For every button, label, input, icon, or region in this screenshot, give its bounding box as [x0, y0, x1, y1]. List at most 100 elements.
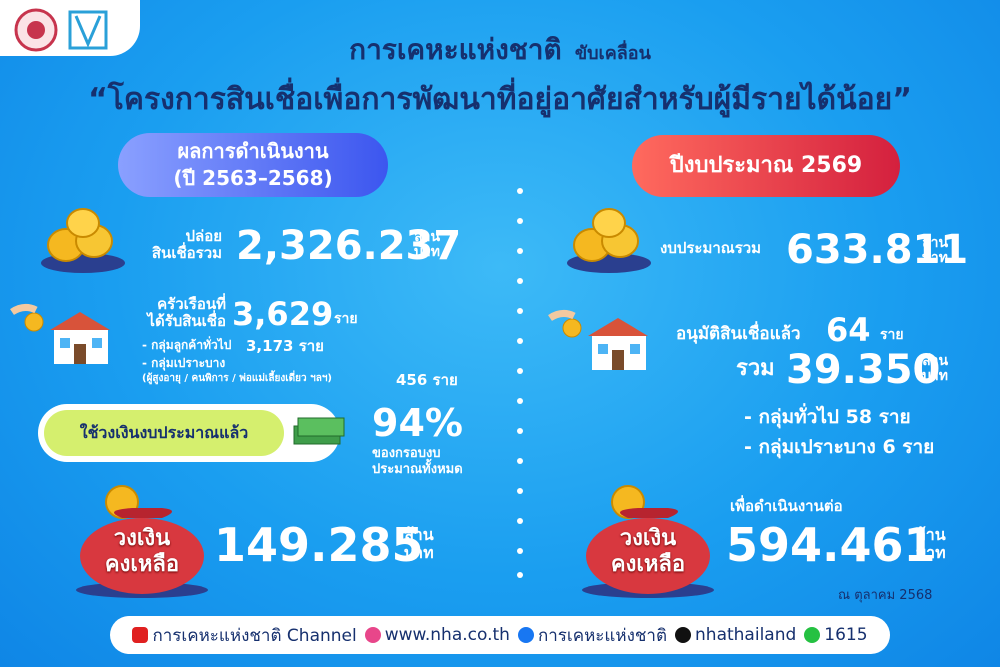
bag-text: วงเงิน คงเหลือ	[588, 526, 708, 578]
total-label: รวม	[736, 356, 775, 381]
window	[92, 338, 102, 348]
households-value: 3,629	[232, 295, 334, 333]
unit: ล้าน บาท	[414, 230, 440, 260]
bag-line: คงเหลือ	[104, 552, 180, 577]
org-name: การเคหะแห่งชาติ	[349, 33, 562, 66]
unit-line: บาท	[414, 244, 440, 260]
label-line: ครัวเรือนที่	[157, 295, 226, 313]
divider-dot	[517, 572, 523, 578]
label-line: สินเชื่อรวม	[151, 244, 222, 262]
footer-item[interactable]: 1615	[804, 625, 868, 645]
loan-value: 2,326.237	[236, 223, 462, 269]
unit-line: บาท	[404, 543, 434, 562]
logo-panel	[0, 0, 140, 56]
bag-line: คงเหลือ	[610, 552, 686, 577]
budget-used-pill: ใช้วงเงินงบประมาณแล้ว	[38, 404, 345, 462]
footer-item[interactable]: การเคหะแห่งชาติ	[517, 622, 668, 649]
door	[612, 350, 624, 370]
footer-text: การเคหะแห่งชาติ	[537, 625, 668, 646]
footer: การเคหะแห่งชาติ Channel www.nha.co.th กา…	[110, 616, 890, 654]
group-row: - กลุ่มเปราะบาง 6 ราย	[744, 432, 934, 462]
divider-dot	[517, 338, 523, 344]
bag-text: วงเงิน คงเหลือ	[82, 526, 202, 578]
group-value: 456 ราย	[396, 368, 458, 392]
group-note: (ผู้สูงอายุ / คนพิการ / พ่อแม่เลี้ยงเดี่…	[142, 373, 333, 384]
divider-dot	[517, 308, 523, 314]
group-label: - กลุ่มลูกค้าทั่วไป	[142, 338, 232, 352]
value: 456	[396, 371, 428, 389]
divider-dot	[517, 548, 523, 554]
caption-line: ของกรอบงบ	[372, 446, 441, 461]
total-value: 39.350	[786, 347, 941, 393]
seal-center	[27, 21, 45, 39]
divider-dot	[517, 218, 523, 224]
hand	[548, 309, 576, 321]
divider-dot	[517, 188, 523, 194]
divider-dot	[517, 428, 523, 434]
group-value: 3,173 ราย	[246, 334, 324, 358]
footer-text: การเคหะแห่งชาติ Channel	[152, 625, 357, 646]
door	[74, 344, 86, 364]
label-line: ปล่อย	[185, 227, 222, 245]
logos	[14, 8, 108, 52]
loan-label: ปล่อย สินเชื่อรวม	[140, 228, 222, 262]
unit: ราย	[878, 406, 911, 428]
unit: ราย	[432, 371, 458, 389]
right-heading: ปีงบประมาณ 2569	[632, 135, 900, 197]
coins-icon	[567, 208, 651, 273]
bag-neck	[114, 508, 172, 518]
header-verb: ขับเคลื่อน	[574, 43, 651, 64]
window	[598, 344, 608, 354]
phone-icon	[804, 627, 821, 643]
budget-value: 633.811	[786, 227, 969, 273]
unit: ล้าน บาท	[922, 354, 948, 384]
remaining-value: 594.461	[726, 518, 936, 572]
money-bag	[582, 485, 714, 598]
web-icon	[364, 627, 381, 643]
footer-item[interactable]: nhathailand	[675, 625, 796, 645]
house-icon	[10, 303, 110, 364]
bill	[297, 417, 345, 437]
roof	[588, 318, 648, 336]
divider-dot	[517, 398, 523, 404]
value: 3,173	[246, 337, 294, 355]
divider-dot	[517, 368, 523, 374]
approved-label: อนุมัติสินเชื่อแล้ว	[676, 324, 801, 344]
window	[630, 344, 640, 354]
unit-line: ล้าน	[916, 525, 946, 544]
bag-line: วงเงิน	[113, 526, 171, 551]
budget-used-label: ใช้วงเงินงบประมาณแล้ว	[44, 410, 284, 456]
divider-dot	[517, 488, 523, 494]
footer-text: 1615	[824, 625, 868, 645]
bag-line: วงเงิน	[619, 526, 677, 551]
footer-item[interactable]: การเคหะแห่งชาติ Channel	[132, 622, 357, 649]
footer-text: nhathailand	[695, 625, 797, 645]
hand	[10, 303, 38, 315]
left-heading: ผลการดำเนินงาน (ปี 2563–2568)	[118, 133, 388, 197]
value: 6	[882, 436, 896, 458]
caption-line: ประมาณทั้งหมด	[372, 462, 463, 477]
divider-dot	[517, 518, 523, 524]
facebook-icon	[517, 627, 534, 643]
budget-used-caption: ของกรอบงบ ประมาณทั้งหมด	[372, 446, 463, 478]
footer-text: www.nha.co.th	[384, 625, 510, 645]
approved-value: 64	[826, 311, 871, 349]
bag-body	[80, 518, 204, 594]
group-label: - กลุ่มเปราะบาง	[142, 356, 226, 370]
group-label: - กลุ่มทั่วไป	[744, 406, 839, 428]
divider-dot	[517, 458, 523, 464]
unit-line: บาท	[916, 543, 946, 562]
coin	[24, 312, 44, 332]
left-heading-line: ผลการดำเนินงาน	[177, 139, 329, 163]
remaining-caption: เพื่อดำเนินงานต่อ	[730, 497, 843, 515]
unit: ล้าน บาท	[916, 526, 946, 562]
as-of: ณ ตุลาคม 2568	[838, 588, 933, 603]
label-line: ได้รับสินเชื่อ	[147, 312, 226, 330]
unit-line: ล้าน	[404, 525, 434, 544]
budget-used-value: 94%	[372, 401, 463, 445]
header-line: การเคหะแห่งชาติ ขับเคลื่อน	[0, 28, 1000, 72]
footer-item[interactable]: www.nha.co.th	[364, 625, 510, 645]
unit: ล้าน บาท	[922, 236, 948, 266]
households-label: ครัวเรือนที่ ได้รับสินเชื่อ	[128, 296, 226, 330]
